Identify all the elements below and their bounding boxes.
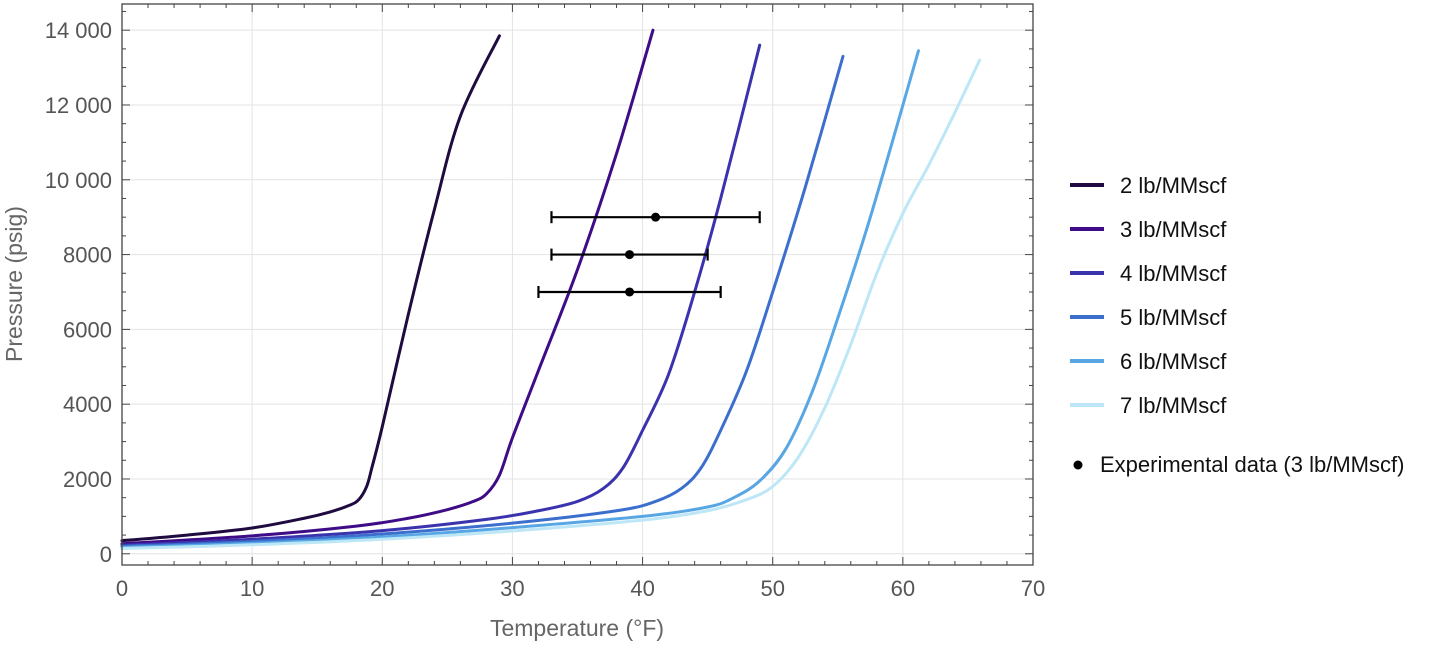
experimental-data-points <box>537 211 761 298</box>
series-line-3 <box>120 43 762 547</box>
y-tick-label: 4000 <box>63 392 112 417</box>
experimental-point <box>550 211 761 224</box>
x-axis-label: Temperature (°F) <box>490 615 664 641</box>
y-tick-label: 0 <box>100 542 112 567</box>
legend-marker <box>1073 460 1083 470</box>
series-line-5 <box>120 49 920 549</box>
legend-label: 6 lb/MMscf <box>1120 349 1227 374</box>
series-line-4 <box>120 54 845 548</box>
x-tick-label: 40 <box>630 576 654 601</box>
experimental-point <box>537 285 722 298</box>
x-tick-label: 30 <box>500 576 524 601</box>
axis-ticks <box>121 4 1034 565</box>
legend-item: 7 lb/MMscf <box>1070 393 1227 418</box>
legend-label: Experimental data (3 lb/MMscf) <box>1100 452 1404 477</box>
legend-item: 2 lb/MMscf <box>1070 173 1227 198</box>
y-axis-label: Pressure (psig) <box>1 206 27 362</box>
series-lines <box>120 28 982 551</box>
y-tick-label: 10 000 <box>45 168 112 193</box>
legend-item: 6 lb/MMscf <box>1070 349 1227 374</box>
legend-item: 3 lb/MMscf <box>1070 217 1227 242</box>
x-axis-tick-labels: 0 10 20 30 40 50 60 70 <box>116 576 1045 601</box>
legend-label: 2 lb/MMscf <box>1120 173 1227 198</box>
experimental-point <box>550 248 709 261</box>
series-line-1 <box>120 34 501 543</box>
y-tick-label: 2000 <box>63 467 112 492</box>
x-tick-label: 60 <box>891 576 915 601</box>
legend-label: 7 lb/MMscf <box>1120 393 1227 418</box>
legend-item: 4 lb/MMscf <box>1070 261 1227 286</box>
x-tick-label: 20 <box>370 576 394 601</box>
series-line-6 <box>120 58 982 551</box>
series-line-2 <box>120 28 655 546</box>
legend: 2 lb/MMscf 3 lb/MMscf 4 lb/MMscf 5 lb/MMscf… <box>1070 173 1404 477</box>
y-axis-tick-labels: 0 2000 4000 6000 8000 10 000 12 000 14 000 <box>45 18 112 567</box>
y-tick-label: 14 000 <box>45 18 112 43</box>
y-tick-label: 12 000 <box>45 93 112 118</box>
data-point-marker <box>651 212 661 222</box>
legend-item-experimental: Experimental data (3 lb/MMscf) <box>1073 452 1404 477</box>
data-point-marker <box>625 250 635 260</box>
x-tick-label: 10 <box>240 576 264 601</box>
data-point-marker <box>625 287 635 297</box>
x-tick-label: 70 <box>1021 576 1045 601</box>
y-tick-label: 8000 <box>63 243 112 268</box>
legend-item: 5 lb/MMscf <box>1070 305 1227 330</box>
legend-label: 5 lb/MMscf <box>1120 305 1227 330</box>
y-tick-label: 6000 <box>63 317 112 342</box>
grid-lines <box>121 4 1034 565</box>
plot-frame <box>121 3 1034 566</box>
legend-label: 4 lb/MMscf <box>1120 261 1227 286</box>
x-tick-label: 0 <box>116 576 128 601</box>
legend-label: 3 lb/MMscf <box>1120 217 1227 242</box>
x-tick-label: 50 <box>760 576 784 601</box>
